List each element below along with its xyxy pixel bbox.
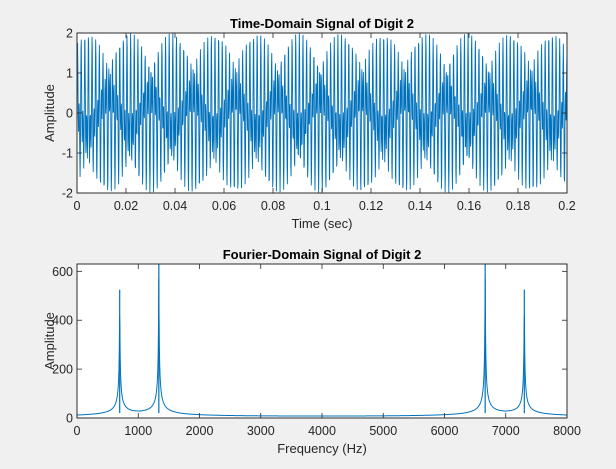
time-domain-title: Time-Domain Signal of Digit 2 (230, 16, 414, 31)
time-domain-xtick-label: 0.16 (457, 199, 481, 213)
fourier-domain-xtick-label: 4000 (308, 424, 336, 438)
time-domain-ytick-label: -2 (62, 187, 73, 201)
fourier-domain-xtick-label: 2000 (186, 424, 214, 438)
time-domain-ylabel: Amplitude (42, 84, 57, 142)
fourier-domain-ytick-label: 200 (52, 363, 73, 377)
time-domain-xtick-label: 0.2 (558, 199, 575, 213)
fourier-domain-title: Fourier-Domain Signal of Digit 2 (223, 247, 422, 262)
fourier-domain-xtick-label: 0 (74, 424, 81, 438)
time-domain-xtick-label: 0 (74, 199, 81, 213)
time-domain-xtick-label: 0.04 (163, 199, 187, 213)
fourier-domain-ytick-label: 400 (52, 314, 73, 328)
fourier-domain-xtick-label: 5000 (369, 424, 397, 438)
fourier-domain-axes: 0 1000 2000 3000 4000 5000 6000 7000 8000 0 200 400… (42, 247, 581, 456)
fourier-domain-xtick-label: 3000 (247, 424, 275, 438)
time-domain-xtick-label: 0.14 (408, 199, 432, 213)
time-domain-ticks: 0 0.02 0.04 0.06 0.08 0.1 0.12 0.14 0.16 0.18 0.2 -… (62, 27, 576, 214)
fourier-domain-xtick-label: 7000 (492, 424, 520, 438)
time-domain-xlabel: Time (sec) (292, 216, 353, 231)
time-domain-series-layer (77, 33, 567, 193)
time-domain-xtick-label: 0.12 (359, 199, 383, 213)
fourier-domain-ytick-label: 0 (66, 412, 73, 426)
time-domain-ytick-label: 1 (66, 67, 73, 81)
fourier-domain-xtick-label: 6000 (431, 424, 459, 438)
time-domain-ytick-label: 2 (66, 27, 73, 41)
fourier-domain-xlabel: Frequency (Hz) (277, 441, 367, 456)
fourier-domain-ytick-label: 600 (52, 265, 73, 279)
time-domain-series-line (77, 33, 567, 193)
time-domain-ytick-label: 0 (66, 107, 73, 121)
fourier-domain-xtick-label: 1000 (124, 424, 152, 438)
time-domain-xtick-label: 0.02 (114, 199, 138, 213)
time-domain-axes: 0 0.02 0.04 0.06 0.08 0.1 0.12 0.14 0.16 0.18 0.2 -… (42, 16, 576, 231)
time-domain-xtick-label: 0.08 (261, 199, 285, 213)
fourier-domain-ylabel: Amplitude (42, 312, 57, 370)
time-domain-xtick-label: 0.1 (313, 199, 330, 213)
time-domain-ytick-label: -1 (62, 147, 73, 161)
fourier-domain-xtick-label: 8000 (553, 424, 581, 438)
fourier-domain-ticks: 0 1000 2000 3000 4000 5000 6000 7000 8000 0 200 400… (52, 264, 581, 438)
time-domain-xtick-label: 0.06 (212, 199, 236, 213)
time-domain-xtick-label: 0.18 (506, 199, 530, 213)
fourier-domain-plot-area (76, 263, 568, 419)
